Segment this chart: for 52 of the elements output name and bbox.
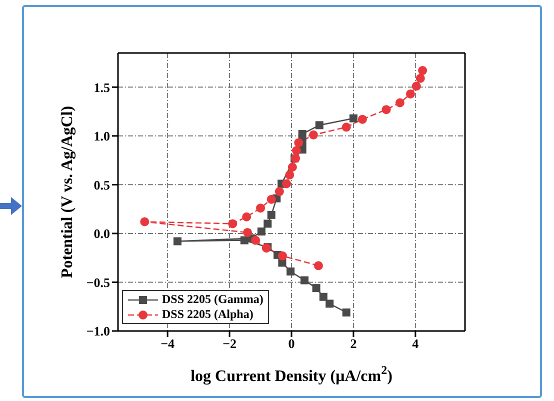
point [140, 217, 150, 226]
point [266, 194, 276, 204]
point [319, 292, 328, 301]
point [412, 82, 421, 91]
point [342, 308, 350, 316]
x-tick-label: 0 [288, 336, 295, 352]
point [286, 268, 295, 276]
point [243, 228, 252, 237]
point [292, 146, 301, 156]
point [242, 212, 252, 222]
y-tick-label: 1.5 [94, 80, 110, 95]
point [418, 66, 428, 76]
x-tick-label: 4 [412, 336, 420, 352]
y-axis-title: Potential (V vs. Ag/AgCl) [59, 106, 76, 278]
point [282, 179, 292, 188]
point [294, 138, 304, 148]
y-tick-label: 1.0 [94, 128, 110, 144]
point [288, 162, 297, 172]
point [300, 276, 309, 284]
point [267, 210, 276, 219]
x-tick-label: −2 [222, 336, 236, 352]
x-tick-label: 2 [350, 336, 357, 352]
point [257, 228, 266, 236]
point [342, 122, 351, 132]
point [298, 130, 306, 138]
point [416, 74, 425, 83]
y-tick-label: −0.5 [86, 274, 110, 290]
point [308, 130, 318, 140]
point [312, 284, 320, 292]
point [358, 114, 367, 124]
point [173, 237, 182, 246]
point [285, 170, 294, 180]
point [264, 220, 272, 228]
legend-label: DSS 2205 (Gamma) [162, 292, 264, 307]
point [228, 219, 238, 228]
point [382, 105, 391, 114]
y-tick-label: 0.0 [94, 226, 110, 242]
y-tick-label: −1.0 [86, 324, 110, 339]
y-tick-label: 0.5 [94, 177, 110, 192]
point [315, 121, 324, 130]
point [349, 114, 358, 122]
point [256, 204, 266, 213]
legend-label: DSS 2205 (Alpha) [162, 307, 254, 322]
point [278, 251, 288, 260]
point [274, 187, 284, 196]
point [395, 98, 404, 108]
point [314, 261, 323, 270]
x-axis-title: log Current Density (μA/cm$^{2}$) [190, 363, 392, 385]
point [326, 300, 334, 308]
point [406, 89, 415, 98]
x-tick-label: −4 [160, 336, 176, 352]
point [251, 236, 260, 245]
